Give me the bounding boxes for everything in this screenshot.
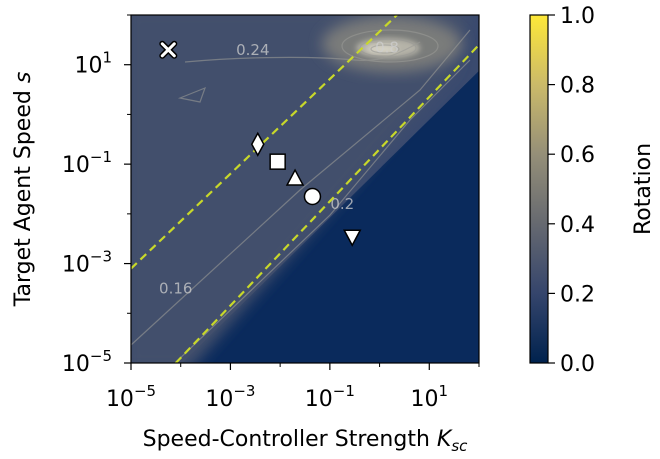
y-tick-label: 10−1 xyxy=(62,148,112,178)
colorbar-tick-label: 0.8 xyxy=(560,74,595,99)
colorbar-tick-label: 1.0 xyxy=(560,4,595,29)
dashed-line-lower xyxy=(174,44,479,363)
y-tick-label: 10−5 xyxy=(62,347,112,377)
plot-frame xyxy=(130,14,480,364)
marker-square xyxy=(269,153,286,170)
colorbar-tick-label: 0.2 xyxy=(560,282,595,307)
contour-line-high-2 xyxy=(359,38,417,58)
contour-line-02 xyxy=(174,59,471,363)
contour-label: 0.2 xyxy=(330,195,354,213)
marker-triangle-up xyxy=(285,168,305,186)
x-tick-label: 10−5 xyxy=(106,382,156,412)
marker-triangle-down xyxy=(342,229,362,247)
contour-line-016 xyxy=(131,29,471,346)
contour-label: 0.8 xyxy=(375,38,399,56)
x-axis-label: Speed-Controller Strength Ksc xyxy=(143,427,469,455)
y-axis-label: Target Agent Speed s xyxy=(11,72,36,308)
x-tick-label: 10−3 xyxy=(205,382,255,412)
colorbar-label: Rotation xyxy=(631,143,656,235)
contour-line-024 xyxy=(184,41,421,63)
x-tick-label: 101 xyxy=(411,382,449,412)
contour-label: 0.24 xyxy=(236,41,269,59)
colorbar xyxy=(529,14,549,364)
marker-circle xyxy=(303,187,322,206)
contour-line-024b xyxy=(177,86,207,103)
colorbar-tick-label: 0.6 xyxy=(560,143,595,168)
contour-line-high-1 xyxy=(341,29,439,63)
heatmap-field: 0.24 0.16 0.2 0.8 xyxy=(131,15,479,363)
marker-diamond xyxy=(250,131,265,157)
y-tick-label: 10−3 xyxy=(62,248,112,278)
marker-x xyxy=(160,42,176,58)
colorbar-tick-label: 0.0 xyxy=(560,352,595,377)
y-tick-label: 101 xyxy=(74,49,112,79)
contour-label: 0.16 xyxy=(159,279,192,297)
colorbar-tick-label: 0.4 xyxy=(560,213,595,238)
dashed-line-upper xyxy=(131,15,398,270)
heatmap-band-mid xyxy=(131,15,469,363)
x-tick-label: 10−1 xyxy=(305,382,355,412)
contour-lines xyxy=(131,29,471,363)
contour-line-high-3 xyxy=(370,44,400,54)
